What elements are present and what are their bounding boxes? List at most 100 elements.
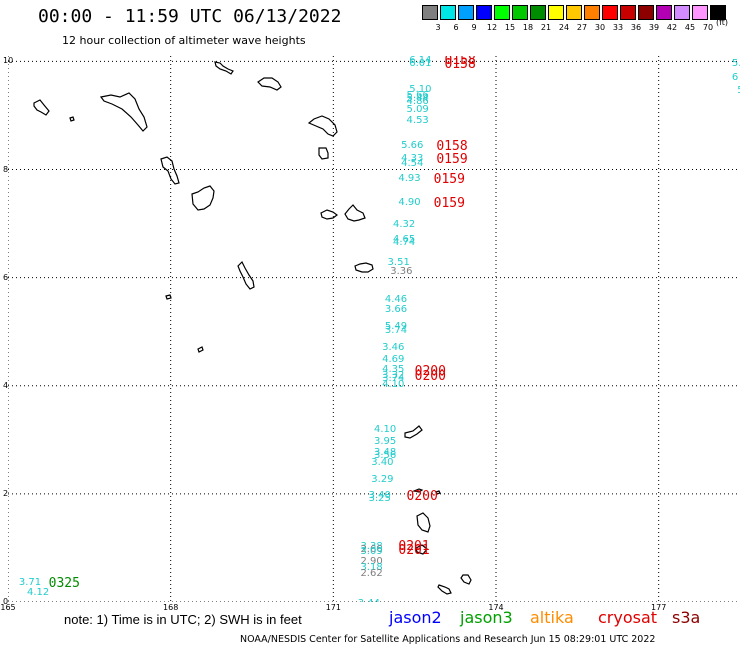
swh-value: 3.56 (374, 450, 397, 462)
pass-time-label: 0159 (433, 172, 465, 188)
scale-label: 15 (504, 23, 516, 32)
pass-time-label: 0159 (436, 151, 468, 167)
scale-swatch (548, 5, 564, 20)
scale-label: 36 (630, 23, 642, 32)
lat-lon-grid (8, 56, 740, 602)
swh-value: 4.74 (392, 237, 416, 249)
island-outline (160, 156, 180, 185)
swh-value: 5.66 (406, 90, 429, 101)
swh-value: 4.93 (398, 173, 421, 185)
scale-label: 33 (612, 23, 624, 32)
swh-value: 6 (731, 71, 739, 83)
wave-height-map: 6.14 6.01 5.10 5.66 5.44 4.86 5.09 4.53 5.66 4.33… (8, 56, 740, 602)
pass-time-label: 0201 (398, 543, 430, 559)
coastlines (33, 61, 472, 595)
island-outline (214, 61, 234, 75)
swh-value: 4.53 (406, 114, 429, 126)
swh-value: 3.09 (360, 546, 383, 558)
scale-swatch (458, 5, 474, 20)
island-outline (33, 99, 50, 116)
scale-swatch (494, 5, 510, 20)
swh-value: 4.90 (398, 197, 421, 209)
swh-value: 4.46 (384, 294, 408, 306)
swh-value: 2.66 (360, 544, 383, 556)
island-outline (411, 488, 424, 493)
scale-label: 27 (576, 23, 588, 32)
swh-value: 3.46 (382, 341, 405, 353)
scale-label: 18 (522, 23, 534, 32)
scale-swatch (710, 5, 726, 20)
pass-time-label: 0159 (433, 196, 465, 212)
swh-value: 3.38 (360, 540, 383, 552)
scale-swatch (674, 5, 690, 20)
swh-value: 3.40 (371, 456, 394, 468)
swh-value: 2.62 (360, 567, 383, 579)
scale-swatch (440, 5, 456, 20)
satellite-cryosat: cryosat (598, 608, 658, 627)
swh-value: 3.25 (368, 493, 391, 505)
swh-value: 4.10 (374, 424, 397, 436)
credit-line: NOAA/NESDIS Center for Satellite Applica… (240, 634, 656, 645)
swh-value: 3.29 (371, 473, 394, 485)
scale-label: 12 (486, 23, 498, 32)
swh-value: 5 (737, 86, 740, 96)
swh-value: 3.32 (382, 370, 405, 382)
island-outline (404, 425, 423, 439)
island-outline (197, 346, 204, 353)
satellite-jason3: jason3 (460, 608, 513, 627)
swh-value: 4.35 (382, 363, 405, 375)
lon-tick-label: 165 (0, 603, 16, 612)
scale-label: 39 (648, 23, 660, 32)
island-outline (69, 116, 75, 122)
page-title: 00:00 - 11:59 UTC 06/13/2022 (38, 6, 342, 27)
lat-tick-label: 2 (3, 488, 9, 498)
swh-value: 4.65 (392, 233, 416, 245)
lon-tick-label: 177 (651, 603, 667, 612)
units-note: note: 1) Time is in UTC; 2) SWH is in fe… (64, 612, 302, 627)
satellite-s3a: s3a (672, 608, 701, 627)
scale-label: 70 (702, 23, 714, 32)
island-outline (435, 490, 441, 495)
island-outline (191, 185, 215, 211)
island-outline (320, 209, 338, 220)
scale-label: 42 (666, 23, 678, 32)
pass-time-label: 0325 (48, 576, 80, 592)
scale-label: 6 (453, 23, 459, 32)
swh-value: 6.14 (409, 56, 432, 67)
page-subtitle: 12 hour collection of altimeter wave hei… (62, 34, 306, 47)
swh-value: 5.49 (384, 321, 408, 333)
scale-label: 24 (558, 23, 570, 32)
swh-value: 5.66 (401, 139, 424, 151)
pass-time-label: 0200 (414, 369, 446, 385)
scale-label: 45 (684, 23, 696, 32)
pass-time-label: 0158 (436, 138, 468, 154)
scale-label: 30 (594, 23, 606, 32)
swh-value: 3.51 (387, 256, 410, 268)
scale-swatch (656, 5, 672, 20)
lat-tick-label: 4 (3, 380, 9, 390)
swh-value: 3.71 (18, 577, 42, 589)
lat-tick-label: 8 (3, 164, 9, 174)
swh-value: 3.66 (384, 304, 408, 316)
swh-value: 3.48 (374, 446, 397, 458)
swh-value: 5.10 (409, 83, 432, 95)
swh-value: 5. (731, 58, 740, 70)
swh-value: 3.95 (374, 435, 397, 447)
island-outline (307, 115, 338, 137)
island-outline (318, 147, 329, 160)
swh-value: 3.74 (384, 324, 408, 336)
lat-tick-label: 6 (3, 272, 9, 282)
island-outline (257, 77, 282, 91)
swh-value: 3.74 (382, 373, 405, 385)
scale-label: 9 (471, 23, 477, 32)
pass-time-label: 0158 (444, 56, 476, 72)
lon-tick-label: 171 (325, 603, 341, 612)
swh-value: 4.54 (401, 158, 424, 170)
swh-value: 3.36 (390, 266, 413, 278)
scale-label: 21 (540, 23, 552, 32)
island-outline (237, 260, 255, 290)
scale-unit: (ft) (716, 18, 729, 27)
swh-value: 4.33 (401, 152, 424, 164)
lon-tick-label: 168 (163, 603, 179, 612)
island-outline (165, 294, 172, 300)
